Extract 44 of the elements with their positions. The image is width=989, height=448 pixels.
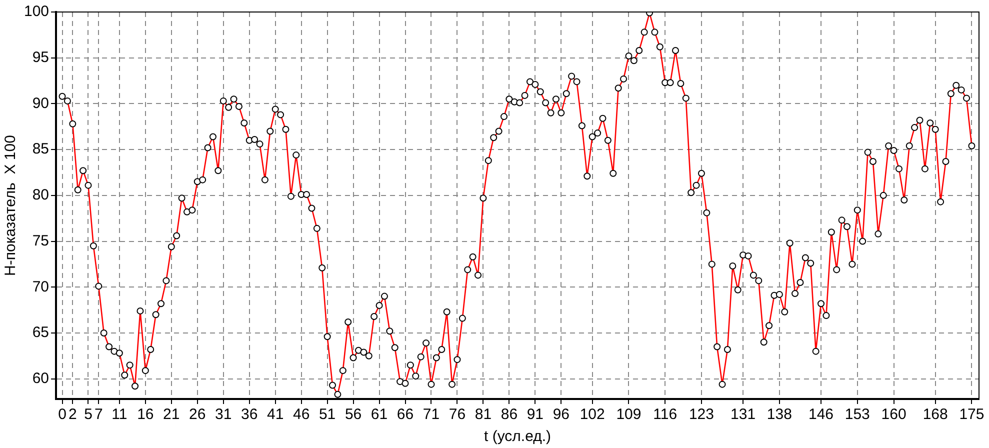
- y-tick-label: 100: [24, 3, 50, 20]
- x-tick-label: 56: [344, 406, 362, 424]
- x-tick-label: 131: [730, 406, 756, 424]
- x-tick-label: 116: [653, 406, 678, 424]
- x-tick-label: 0: [58, 406, 66, 424]
- x-tick-label: 16: [137, 406, 154, 424]
- y-tick-label: 70: [32, 278, 50, 296]
- x-tick-label: 86: [500, 406, 518, 424]
- y-tick-label: 60: [32, 370, 50, 387]
- x-tick-label: 123: [688, 406, 714, 424]
- x-tick-label: 46: [292, 406, 310, 424]
- x-tick-label: 91: [526, 406, 544, 424]
- x-tick-label: 51: [318, 406, 336, 424]
- x-tick-label: 109: [616, 406, 642, 424]
- x-tick-label: 2: [68, 406, 77, 424]
- x-tick-label: 96: [552, 406, 570, 424]
- x-tick-label: 102: [580, 406, 605, 424]
- x-tick-label: 76: [448, 406, 466, 424]
- x-tick-label: 36: [241, 406, 258, 424]
- y-tick-label: 95: [32, 48, 50, 66]
- x-axis-title: t (усл.ед.): [484, 428, 552, 446]
- y-tick-label: 80: [32, 186, 50, 204]
- x-tick-label: 31: [215, 406, 232, 424]
- x-tick-label: 61: [370, 406, 388, 424]
- x-tick-label: 168: [922, 406, 948, 424]
- x-tick-label: 81: [474, 406, 492, 424]
- x-tick-label: 11: [112, 406, 128, 424]
- y-tick-label: 75: [32, 232, 50, 250]
- y-tick-label: 90: [32, 94, 50, 112]
- y-axis-title: Н-показатель X 100: [2, 135, 20, 276]
- x-tick-label: 5: [84, 406, 92, 424]
- x-tick-label: 71: [422, 406, 440, 424]
- y-tick-label: 85: [32, 140, 50, 158]
- x-tick-label: 7: [94, 406, 103, 424]
- x-tick-label: 160: [881, 406, 906, 424]
- x-tick-label: 21: [163, 406, 180, 424]
- x-tick-label: 41: [266, 406, 284, 424]
- y-tick-label: 65: [32, 324, 50, 342]
- x-tick-label: 26: [189, 406, 206, 424]
- x-tick-label: 146: [808, 406, 834, 424]
- x-tick-label: 175: [959, 406, 984, 424]
- x-tick-label: 153: [844, 406, 870, 424]
- x-tick-label: 138: [766, 406, 792, 424]
- x-tick-label: 66: [396, 406, 414, 424]
